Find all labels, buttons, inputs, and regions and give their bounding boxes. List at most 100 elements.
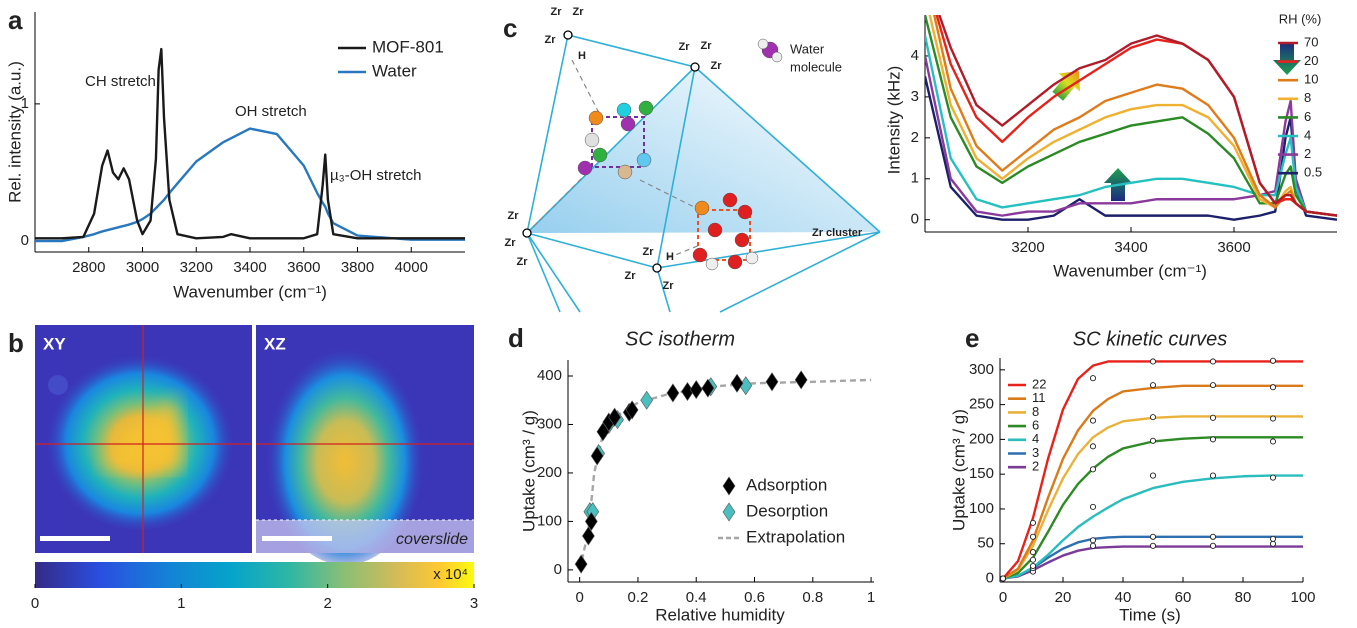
data-line xyxy=(928,15,1337,217)
data-line xyxy=(938,15,1337,217)
x-axis-label: Time (s) xyxy=(1119,605,1181,624)
x-tick-label: 0.4 xyxy=(686,589,707,606)
legend-label: 8 xyxy=(1032,404,1039,419)
atom-label: Zr xyxy=(643,246,655,258)
scale-bar xyxy=(40,536,110,541)
image-label: XY xyxy=(43,334,66,353)
legend-label: 20 xyxy=(1304,53,1318,68)
data-point xyxy=(1209,414,1217,421)
legend-title: RH (%) xyxy=(1279,11,1322,26)
colorbar-tick-label: 1 xyxy=(177,595,185,612)
y-tick-label: 2 xyxy=(911,129,919,146)
y-axis-label: Uptake (cm³ / g) xyxy=(949,409,968,531)
data-line xyxy=(35,47,465,240)
y-tick-label: 300 xyxy=(537,415,562,432)
legend-label: Desorption xyxy=(746,501,828,520)
legend-label: 4 xyxy=(1032,431,1039,446)
water-atoms xyxy=(577,38,783,271)
data-point xyxy=(1209,533,1217,540)
data-line xyxy=(1002,545,1303,580)
water-cluster-box xyxy=(697,209,751,261)
x-tick-label: 0 xyxy=(575,589,583,606)
x-tick-label: 4000 xyxy=(395,259,428,276)
diagram-labels: Zr Zr Zr H Zr Zr Zr Zr Zr Zr Zr H Zr Zr … xyxy=(503,6,863,292)
annotation: OH stretch xyxy=(235,103,307,120)
y-tick-label: 1 xyxy=(911,170,919,187)
data-point xyxy=(640,390,654,410)
data-point xyxy=(1149,414,1157,421)
y-tick-label: 1 xyxy=(21,95,29,112)
legend-swatch xyxy=(722,476,736,496)
x-tick-label: 2800 xyxy=(72,259,105,276)
data-point xyxy=(1089,537,1097,544)
legend-label: 4 xyxy=(1304,127,1311,142)
data-line xyxy=(925,35,1337,217)
data-point xyxy=(1269,535,1277,542)
data-point xyxy=(1029,556,1037,563)
x-tick-label: 0.6 xyxy=(744,589,765,606)
data-point xyxy=(1089,466,1097,473)
data-line xyxy=(935,15,1337,217)
x-axis-label: Relative humidity xyxy=(655,605,785,624)
data-point xyxy=(1269,357,1277,364)
y-tick-label: 3 xyxy=(911,88,919,105)
data-point xyxy=(1149,533,1157,540)
legend-label: Water xyxy=(790,41,825,56)
legend-label: Adsorption xyxy=(746,475,827,494)
plot-area xyxy=(35,47,465,243)
data-point xyxy=(1089,417,1097,424)
panel-label: a xyxy=(8,5,23,35)
tetra-face xyxy=(527,67,880,233)
data-line xyxy=(1002,474,1303,580)
y-tick-label: 0 xyxy=(554,561,562,578)
data-point xyxy=(999,575,1007,582)
data-point xyxy=(701,378,715,398)
x-tick-label: 3600 xyxy=(287,259,320,276)
xy-core xyxy=(100,395,180,470)
y-tick-label: 50 xyxy=(977,535,994,552)
x-tick-label: 3800 xyxy=(341,259,374,276)
legend-label: 6 xyxy=(1032,418,1039,433)
plot-area xyxy=(1002,360,1303,580)
colorbar-tick-label: 2 xyxy=(323,595,331,612)
data-point xyxy=(582,526,595,546)
data-point xyxy=(584,511,598,531)
y-axis-label: Uptake (cm³ / g) xyxy=(519,410,538,532)
x-tick-label: 40 xyxy=(1115,589,1132,606)
colorbar-tick-label: 3 xyxy=(470,595,478,612)
y-tick-label: 300 xyxy=(969,361,994,378)
x-tick-label: 0.2 xyxy=(628,589,649,606)
atom-label: Zr xyxy=(517,256,529,268)
data-point xyxy=(1209,382,1217,389)
data-point xyxy=(1089,503,1097,510)
y-tick-label: 100 xyxy=(969,500,994,517)
legend-label: 10 xyxy=(1304,72,1318,87)
x-tick-label: 3200 xyxy=(1011,239,1044,256)
x-tick-label: 100 xyxy=(1290,589,1315,606)
x-tick-label: 3000 xyxy=(126,259,159,276)
atom-label: Zr xyxy=(505,237,517,249)
x-axis-label: Wavenumber (cm⁻¹) xyxy=(173,282,327,301)
legend-label: 22 xyxy=(1032,376,1046,391)
data-point xyxy=(1269,384,1277,391)
legend-label: 6 xyxy=(1304,109,1311,124)
colorbar-tick-label: 0 xyxy=(31,595,39,612)
data-line xyxy=(1002,436,1303,580)
data-point xyxy=(608,407,621,427)
x-tick-label: 0 xyxy=(999,589,1007,606)
x-tick-label: 3200 xyxy=(180,259,213,276)
data-point xyxy=(730,373,744,393)
legend-label: 0.5 xyxy=(1304,165,1322,180)
y-tick-label: 4 xyxy=(911,47,919,64)
data-point xyxy=(1089,542,1097,549)
data-line xyxy=(1002,360,1303,580)
data-point xyxy=(1209,542,1217,549)
annotation: CH stretch xyxy=(85,73,156,90)
atom-label: Zr xyxy=(551,6,563,18)
data-point xyxy=(1149,382,1157,389)
image-label: XZ xyxy=(264,334,286,353)
image-note: coverslide xyxy=(396,531,468,548)
atom-label: Zr xyxy=(711,60,723,72)
data-point xyxy=(1209,472,1217,479)
